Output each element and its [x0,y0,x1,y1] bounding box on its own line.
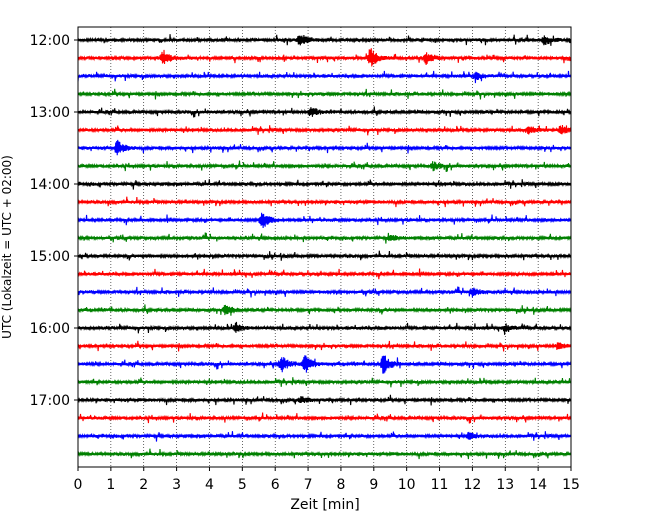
x-tick-label-0: 0 [74,477,83,493]
trace-1700 [77,394,572,406]
trace-1430 [77,212,572,228]
x-tick-label-7: 7 [304,477,313,493]
y-tick-label-3: 15:00 [30,249,70,265]
x-tick-label-3: 3 [172,477,181,493]
trace-1200 [77,34,572,46]
y-axis-label: UTC (Lokalzeit = UTC + 02:00) [0,155,14,339]
trace-1615 [77,340,572,352]
x-tick-label-1: 1 [106,477,115,493]
trace-1345 [77,160,572,172]
y-tick-label-2: 14:00 [30,177,70,193]
y-axis-ticks: 12:00 13:00 14:00 15:00 16:00 17:00 [30,33,78,409]
trace-1445 [77,232,572,244]
x-axis-ticks: 0 1 2 3 4 5 6 7 8 9 10 11 12 13 14 15 [74,467,580,493]
trace-1715 [77,412,572,424]
trace-1330 [77,139,572,156]
x-tick-label-9: 9 [369,477,378,493]
plot-frame [77,26,572,468]
x-tick-label-13: 13 [496,477,514,493]
trace-1315 [77,124,572,136]
y-tick-label-4: 16:00 [30,321,70,337]
x-tick-label-15: 15 [562,477,580,493]
x-tick-label-4: 4 [205,477,214,493]
x-tick-label-6: 6 [271,477,280,493]
y-tick-label-1: 13:00 [30,105,70,121]
x-tick-label-8: 8 [336,477,345,493]
trace-1300 [77,106,572,118]
x-axis-label: Zeit [min] [290,497,359,513]
trace-1630 [77,355,572,374]
trace-1230 [77,70,572,84]
x-tick-label-14: 14 [529,477,547,493]
trace-1530 [77,286,572,298]
trace-1730 [77,431,572,442]
y-tick-label-0: 12:00 [30,33,70,49]
trace-1400 [77,179,572,190]
x-tick-label-2: 2 [139,477,148,493]
trace-1745 [77,448,572,460]
y-tick-label-5: 17:00 [30,393,70,409]
trace-1645 [77,377,572,388]
trace-1600 [77,321,572,335]
trace-1500 [77,250,572,261]
trace-1515 [77,268,572,280]
x-tick-label-11: 11 [431,477,449,493]
trace-group [77,34,572,460]
trace-1415 [77,196,572,208]
x-tick-label-10: 10 [398,477,416,493]
x-tick-label-5: 5 [238,477,247,493]
trace-1545 [77,304,572,316]
trace-1215 [77,48,572,67]
vertical-grid [110,27,539,467]
x-tick-label-12: 12 [463,477,481,493]
trace-1245 [77,88,572,100]
